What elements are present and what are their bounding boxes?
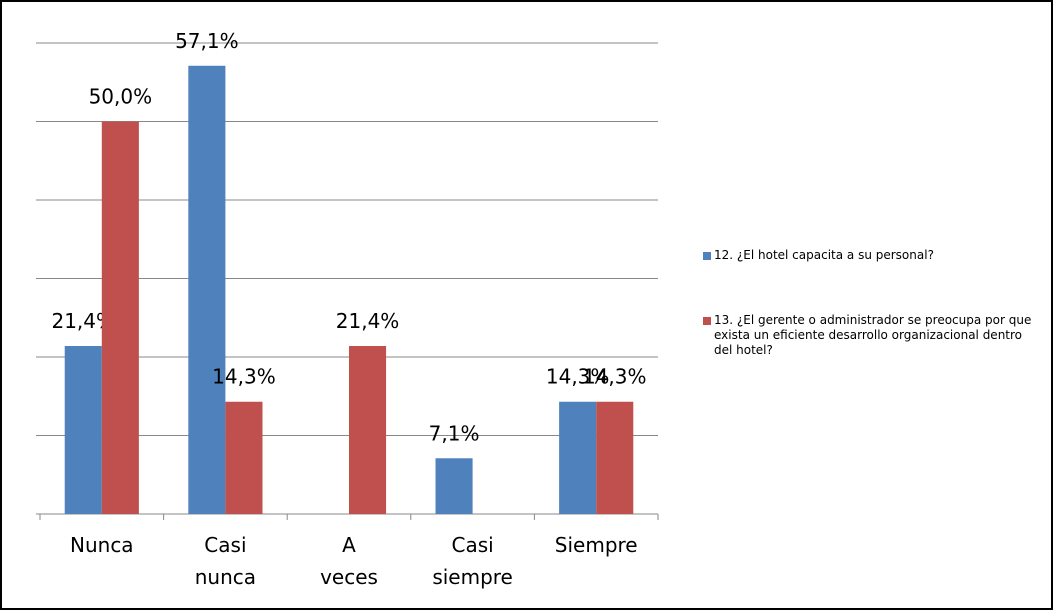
legend-swatch — [703, 317, 711, 325]
data-label: 14,3% — [546, 365, 610, 389]
x-tick-label: Nunca — [70, 533, 134, 557]
x-tick-label: Casi siempre — [432, 533, 513, 589]
x-tick-label: Siempre — [555, 533, 638, 557]
legend-item: 12. ¿El hotel capacita a su personal? — [703, 248, 1043, 263]
legend-label: 13. ¿El gerente o administrador se preoc… — [714, 313, 1032, 357]
bar — [559, 401, 597, 514]
data-label: 21,4% — [336, 309, 400, 333]
data-label: 57,1% — [175, 29, 239, 53]
bar — [435, 458, 473, 514]
data-label: 14,3% — [583, 365, 647, 389]
data-label: 7,1% — [429, 421, 480, 445]
data-label: 14,3% — [212, 365, 276, 389]
bar — [64, 346, 102, 514]
x-tick-label: Casi nunca — [195, 533, 256, 589]
legend-item: 13. ¿El gerente o administrador se preoc… — [703, 313, 1043, 358]
bar — [225, 401, 263, 514]
bar — [349, 346, 387, 514]
bar — [596, 401, 634, 514]
bar — [101, 121, 139, 514]
data-label: 50,0% — [89, 85, 153, 109]
legend-label: 12. ¿El hotel capacita a su personal? — [714, 248, 934, 262]
legend: 12. ¿El hotel capacita a su personal? 13.… — [703, 248, 1043, 408]
bar — [188, 65, 226, 514]
legend-swatch — [703, 252, 711, 260]
